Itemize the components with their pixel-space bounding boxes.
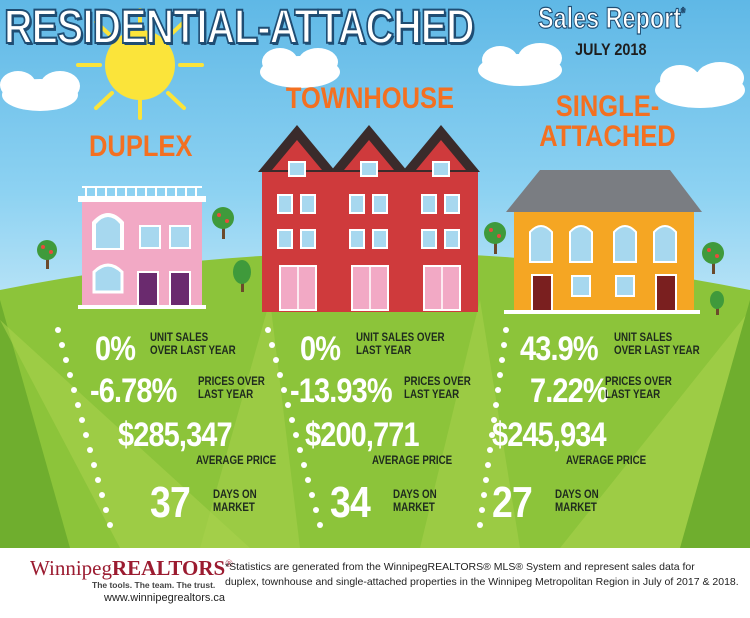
footnote-line-1: *Statistics are generated from the Winni… [225,561,695,573]
duplex-average-price-value: $285,347 [118,416,233,454]
tree-icon [212,207,234,239]
duplex-unit-sales-label: UNIT SALES OVER LAST YEAR [150,332,236,358]
subtitle-footnote-mark: * [681,3,686,20]
cloud-icon [260,48,340,88]
townhouse-days-on-market-label: DAYS ON MARKET [393,489,437,515]
single-attached-price-change-label-line-2: LAST YEAR [605,389,661,402]
single-attached-price-change-value: 7.22% [530,372,609,410]
report-date: JULY 2018 [575,40,647,59]
townhouse-price-change-label-line-2: LAST YEAR [404,389,460,402]
logo-tagline: The tools. The team. The trust. [92,580,216,590]
single-attached-days-label-line-1: DAYS ON [555,489,599,501]
townhouse-price-change-value: -13.93% [290,372,393,410]
cloud-icon [655,62,745,108]
footnote-line-2: duplex, townhouse and single-attached pr… [225,576,739,589]
duplex-heading: DUPLEX [89,130,193,163]
page-subtitle: Sales Report* [538,1,686,36]
subtitle-text: Sales Report [538,1,682,35]
single-attached-heading-line-1: SINGLE- [555,90,660,123]
duplex-house-icon [78,186,206,309]
single-attached-days-on-market-label: DAYS ON MARKET [555,489,599,515]
townhouse-days-label-line-2: MARKET [393,502,435,515]
duplex-days-label-line-2: MARKET [213,502,255,515]
single-attached-unit-sales-value: 43.9% [520,330,599,368]
single-attached-price-change-label: PRICES OVER LAST YEAR [605,376,672,402]
duplex-price-change-value: -6.78% [90,372,177,410]
duplex-price-change-label-line-2: LAST YEAR [198,389,254,402]
duplex-average-price-label: AVERAGE PRICE [196,455,277,467]
tree-icon [484,222,506,254]
duplex-days-label-line-1: DAYS ON [213,489,257,501]
page-title: RESIDENTIAL-ATTACHED [3,0,475,55]
sun-icon [76,8,204,120]
logo-word-1: Winnipeg [30,556,112,580]
single-attached-unit-sales-label-line-1: UNIT SALES [614,332,673,344]
dotted-path [55,327,113,528]
logo-wordmark: WinnipegREALTORS® [30,556,233,581]
single-attached-days-label-line-2: MARKET [555,502,597,515]
single-attached-average-price-label: AVERAGE PRICE [566,455,647,467]
duplex-price-change-label-line-1: PRICES OVER [198,376,265,388]
single-attached-heading-line-2: ATTACHED [539,120,676,153]
townhouse-unit-sales-label-line-1: UNIT SALES OVER [356,332,445,344]
duplex-days-on-market-value: 37 [150,478,191,527]
duplex-unit-sales-value: 0% [95,330,136,368]
single-attached-house-icon [504,170,702,314]
townhouse-price-change-label: PRICES OVER LAST YEAR [404,376,471,402]
statistics-footnote: *Statistics are generated from the Winni… [225,560,745,590]
dotted-path [477,327,509,528]
townhouse-unit-sales-value: 0% [300,330,341,368]
logo-registered-mark: ® [225,559,233,570]
townhouse-heading: TOWNHOUSE [285,82,455,115]
duplex-days-on-market-label: DAYS ON MARKET [213,489,257,515]
townhouse-average-price-label: AVERAGE PRICE [372,455,453,467]
single-attached-days-on-market-value: 27 [492,478,533,527]
tree-icon [37,240,57,269]
tree-icon [233,260,251,292]
footer [0,548,750,618]
cloud-icon [478,43,562,86]
logo-word-2: REALTORS [111,556,226,580]
townhouse-days-on-market-value: 34 [330,478,371,527]
townhouse-unit-sales-label: UNIT SALES OVER LAST YEAR [356,332,445,358]
grass-field [0,252,750,548]
tree-icon [710,291,724,315]
single-attached-heading: SINGLE- ATTACHED [533,92,682,152]
single-attached-average-price-value: $245,934 [492,416,607,454]
single-attached-price-change-label-line-1: PRICES OVER [605,376,672,388]
townhouse-days-label-line-1: DAYS ON [393,489,437,501]
website-link[interactable]: www.winnipegrealtors.ca [104,592,226,604]
duplex-unit-sales-label-line-1: UNIT SALES [150,332,209,344]
duplex-price-change-label: PRICES OVER LAST YEAR [198,376,265,402]
single-attached-unit-sales-label-line-2: OVER LAST YEAR [614,345,700,358]
duplex-unit-sales-label-line-2: OVER LAST YEAR [150,345,236,358]
cloud-icon [0,71,80,111]
townhouse-price-change-label-line-1: PRICES OVER [404,376,471,388]
townhouse-unit-sales-label-line-2: LAST YEAR [356,345,412,358]
single-attached-unit-sales-label: UNIT SALES OVER LAST YEAR [614,332,700,358]
townhouse-icon [258,125,480,312]
winnipeg-realtors-logo[interactable]: WinnipegREALTORS® The tools. The team. T… [30,556,233,604]
townhouse-average-price-value: $200,771 [305,416,420,454]
tree-icon [702,242,724,274]
dotted-path [265,327,323,528]
